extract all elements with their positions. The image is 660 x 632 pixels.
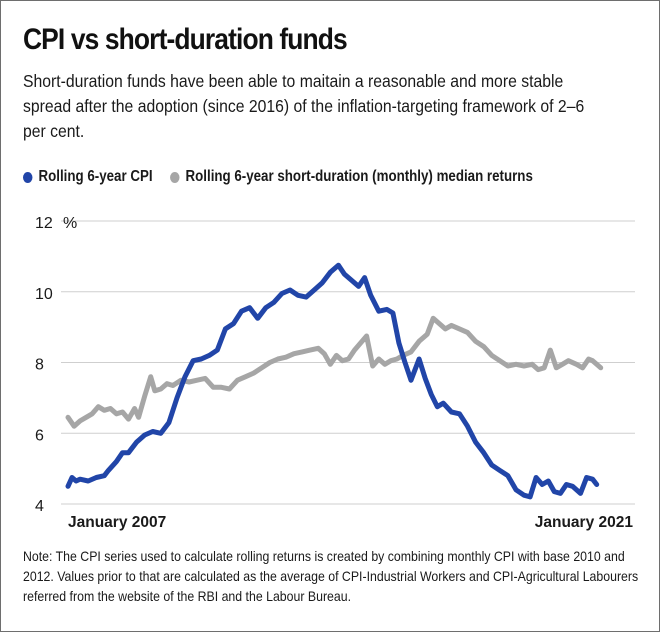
y-tick-label: 10 [35,286,53,303]
y-tick-label: 6 [35,427,44,444]
legend-label-returns: Rolling 6-year short-duration (monthly) … [185,168,533,185]
x-tick-labels: January 2007 January 2021 [68,514,633,531]
y-tick-labels: 4 6 8 10 12% [35,215,77,515]
grid-lines [61,220,635,505]
x-tick-label: January 2021 [535,514,634,531]
x-tick-label: January 2007 [68,514,166,531]
series-line-cpi [65,262,600,500]
chart-legend: Rolling 6-year CPI Rolling 6-year short-… [23,168,547,190]
chart-note: Note: The CPI series used to calculate r… [23,548,639,604]
legend-label-cpi: Rolling 6-year CPI [38,168,153,185]
legend-swatch-cpi [23,171,33,183]
chart-plot: 4 6 8 10 12% January 2007 January 2021 [35,215,635,531]
y-tick-label: 12 [35,215,53,232]
series-lines [65,262,604,500]
series-line-returns [65,315,604,429]
chart-subtitle: Short-duration funds have been able to m… [23,71,585,141]
y-tick-label: 8 [35,357,44,374]
chart-title: CPI vs short-duration funds [23,23,348,56]
y-unit-label: % [63,215,77,232]
legend-item-cpi: Rolling 6-year CPI [23,168,153,186]
legend-item-returns: Rolling 6-year short-duration (monthly) … [170,168,533,186]
legend-swatch-returns [170,171,180,183]
y-tick-label: 4 [35,498,44,515]
